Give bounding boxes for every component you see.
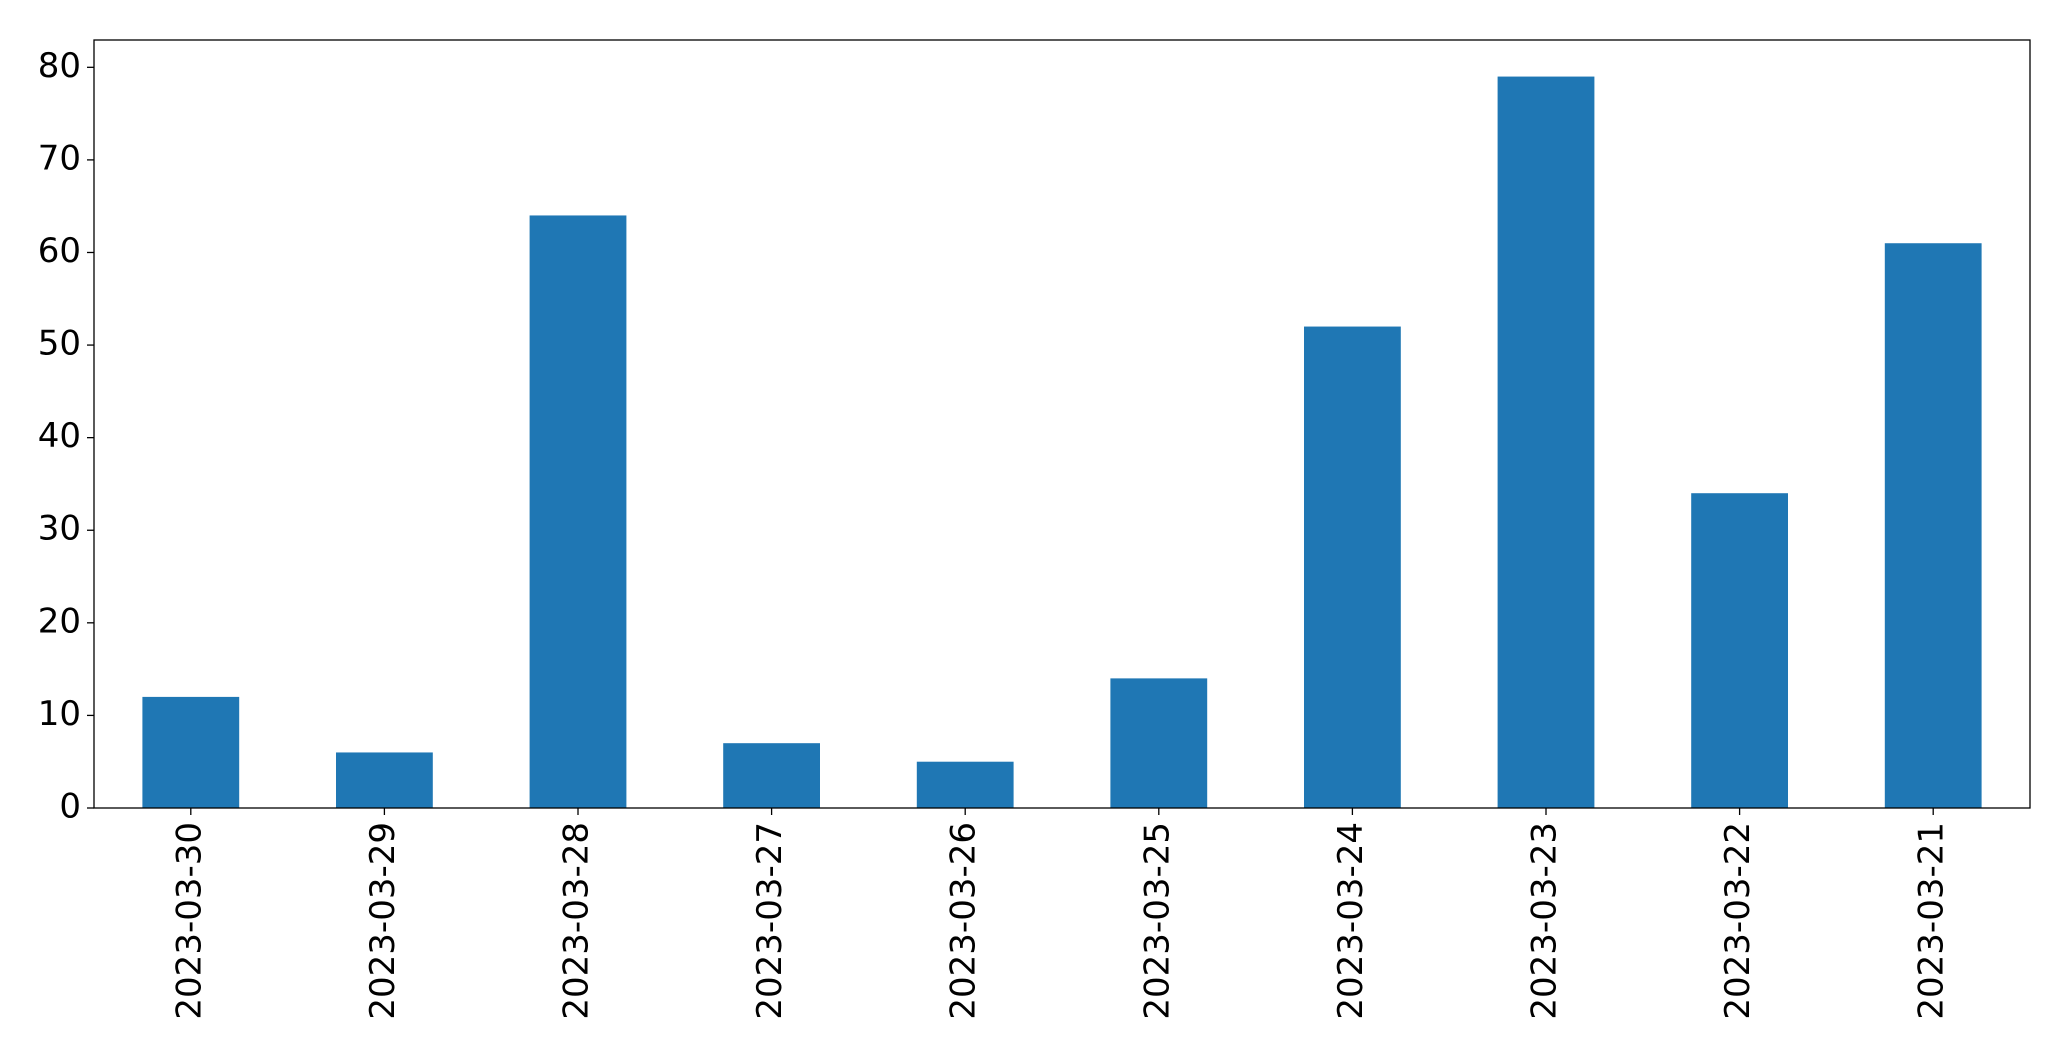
bar xyxy=(723,743,820,808)
x-tick-label: 2023-03-25 xyxy=(1137,822,1177,1020)
x-tick-label: 2023-03-28 xyxy=(557,822,597,1020)
bar xyxy=(1304,326,1401,808)
y-tick-label: 80 xyxy=(38,46,81,86)
bar xyxy=(336,752,433,808)
x-tick-label: 2023-03-30 xyxy=(169,822,209,1020)
bar xyxy=(1110,678,1208,808)
y-tick-label: 50 xyxy=(38,324,81,364)
y-tick-label: 0 xyxy=(59,787,81,827)
plot-frame xyxy=(93,39,2031,809)
bar xyxy=(529,215,627,809)
bar xyxy=(142,696,240,808)
x-tick-label: 2023-03-29 xyxy=(363,822,403,1020)
y-tick-label: 30 xyxy=(38,509,81,549)
bar xyxy=(916,761,1014,808)
x-tick-label: 2023-03-27 xyxy=(750,822,790,1020)
x-tick-label: 2023-03-24 xyxy=(1331,822,1371,1020)
bar xyxy=(1497,76,1595,809)
x-tick-label: 2023-03-22 xyxy=(1718,822,1758,1020)
y-tick-label: 40 xyxy=(38,416,81,456)
bar xyxy=(1884,243,1982,808)
x-tick-label: 2023-03-23 xyxy=(1525,822,1565,1020)
x-tick-label: 2023-03-21 xyxy=(1912,822,1952,1020)
y-tick-label: 70 xyxy=(38,138,81,178)
x-tick-label: 2023-03-26 xyxy=(944,822,984,1020)
y-tick-label: 60 xyxy=(38,231,81,271)
y-tick-label: 10 xyxy=(38,694,81,734)
bar xyxy=(1691,493,1788,808)
y-tick-label: 20 xyxy=(38,601,81,641)
